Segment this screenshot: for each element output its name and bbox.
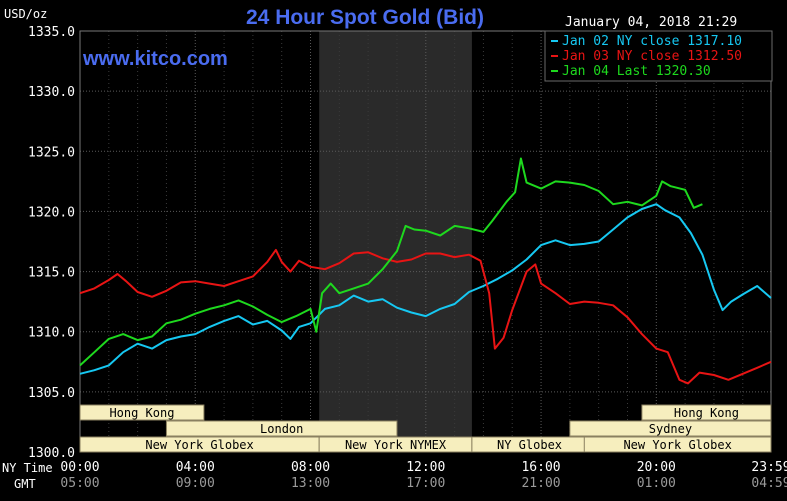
y-tick-label: 1300.0	[28, 446, 75, 461]
chart-title: 24 Hour Spot Gold (Bid)	[246, 6, 484, 29]
x-tick-label-gmt: 17:00	[406, 476, 445, 491]
session-label: NY Globex	[497, 438, 562, 452]
y-tick-label: 1310.0	[28, 326, 75, 341]
nymex-highlight-band	[319, 31, 472, 452]
x-tick-label-gmt: 05:00	[60, 476, 99, 491]
session-bar	[79, 404, 205, 421]
y-tick-label: 1315.0	[28, 266, 75, 281]
session-bar	[641, 404, 772, 421]
legend-entry: Jan 02 NY close 1317.10	[562, 34, 742, 49]
y-tick-label: 1320.0	[28, 205, 75, 220]
timestamp: January 04, 2018 21:29	[565, 15, 737, 30]
session-label: New York Globex	[145, 438, 253, 452]
series-line-2	[79, 248, 772, 385]
series-line-1	[79, 203, 772, 375]
session-bar	[583, 436, 772, 453]
session-label: Sydney	[649, 422, 692, 436]
series-line-3	[79, 157, 703, 367]
x-tick-label-gmt: 09:00	[176, 476, 215, 491]
gmt-label: GMT	[14, 477, 36, 491]
x-tick-label-ny: 20:00	[637, 460, 676, 475]
x-tick-label-gmt: 21:00	[521, 476, 560, 491]
session-label: New York NYMEX	[345, 438, 447, 452]
session-label: London	[260, 422, 303, 436]
legend-entry: Jan 03 NY close 1312.50	[562, 49, 742, 64]
session-bar	[165, 420, 398, 437]
x-tick-label-ny: 08:00	[291, 460, 330, 475]
x-tick-label-ny: 16:00	[521, 460, 560, 475]
x-tick-label-gmt: 13:00	[291, 476, 330, 491]
x-tick-label-ny: 23:59	[751, 460, 787, 475]
session-label: Hong Kong	[109, 406, 174, 420]
y-unit-label: USD/oz	[4, 7, 47, 21]
y-tick-label: 1330.0	[28, 85, 75, 100]
x-tick-label-gmt: 01:00	[637, 476, 676, 491]
x-tick-label-gmt: 04:59	[751, 476, 787, 491]
x-tick-label-ny: 04:00	[176, 460, 215, 475]
watermark: www.kitco.com	[82, 48, 228, 70]
y-tick-label: 1325.0	[28, 145, 75, 160]
session-label: Hong Kong	[674, 406, 739, 420]
x-tick-label-ny: 12:00	[406, 460, 445, 475]
y-tick-label: 1335.0	[28, 25, 75, 40]
y-tick-label: 1305.0	[28, 386, 75, 401]
session-bar	[569, 420, 772, 437]
x-tick-label-ny: 00:00	[60, 460, 99, 475]
ny-time-label: NY Time	[2, 461, 53, 475]
session-label: New York Globex	[623, 438, 731, 452]
legend-entry: Jan 04 Last 1320.30	[562, 64, 711, 79]
